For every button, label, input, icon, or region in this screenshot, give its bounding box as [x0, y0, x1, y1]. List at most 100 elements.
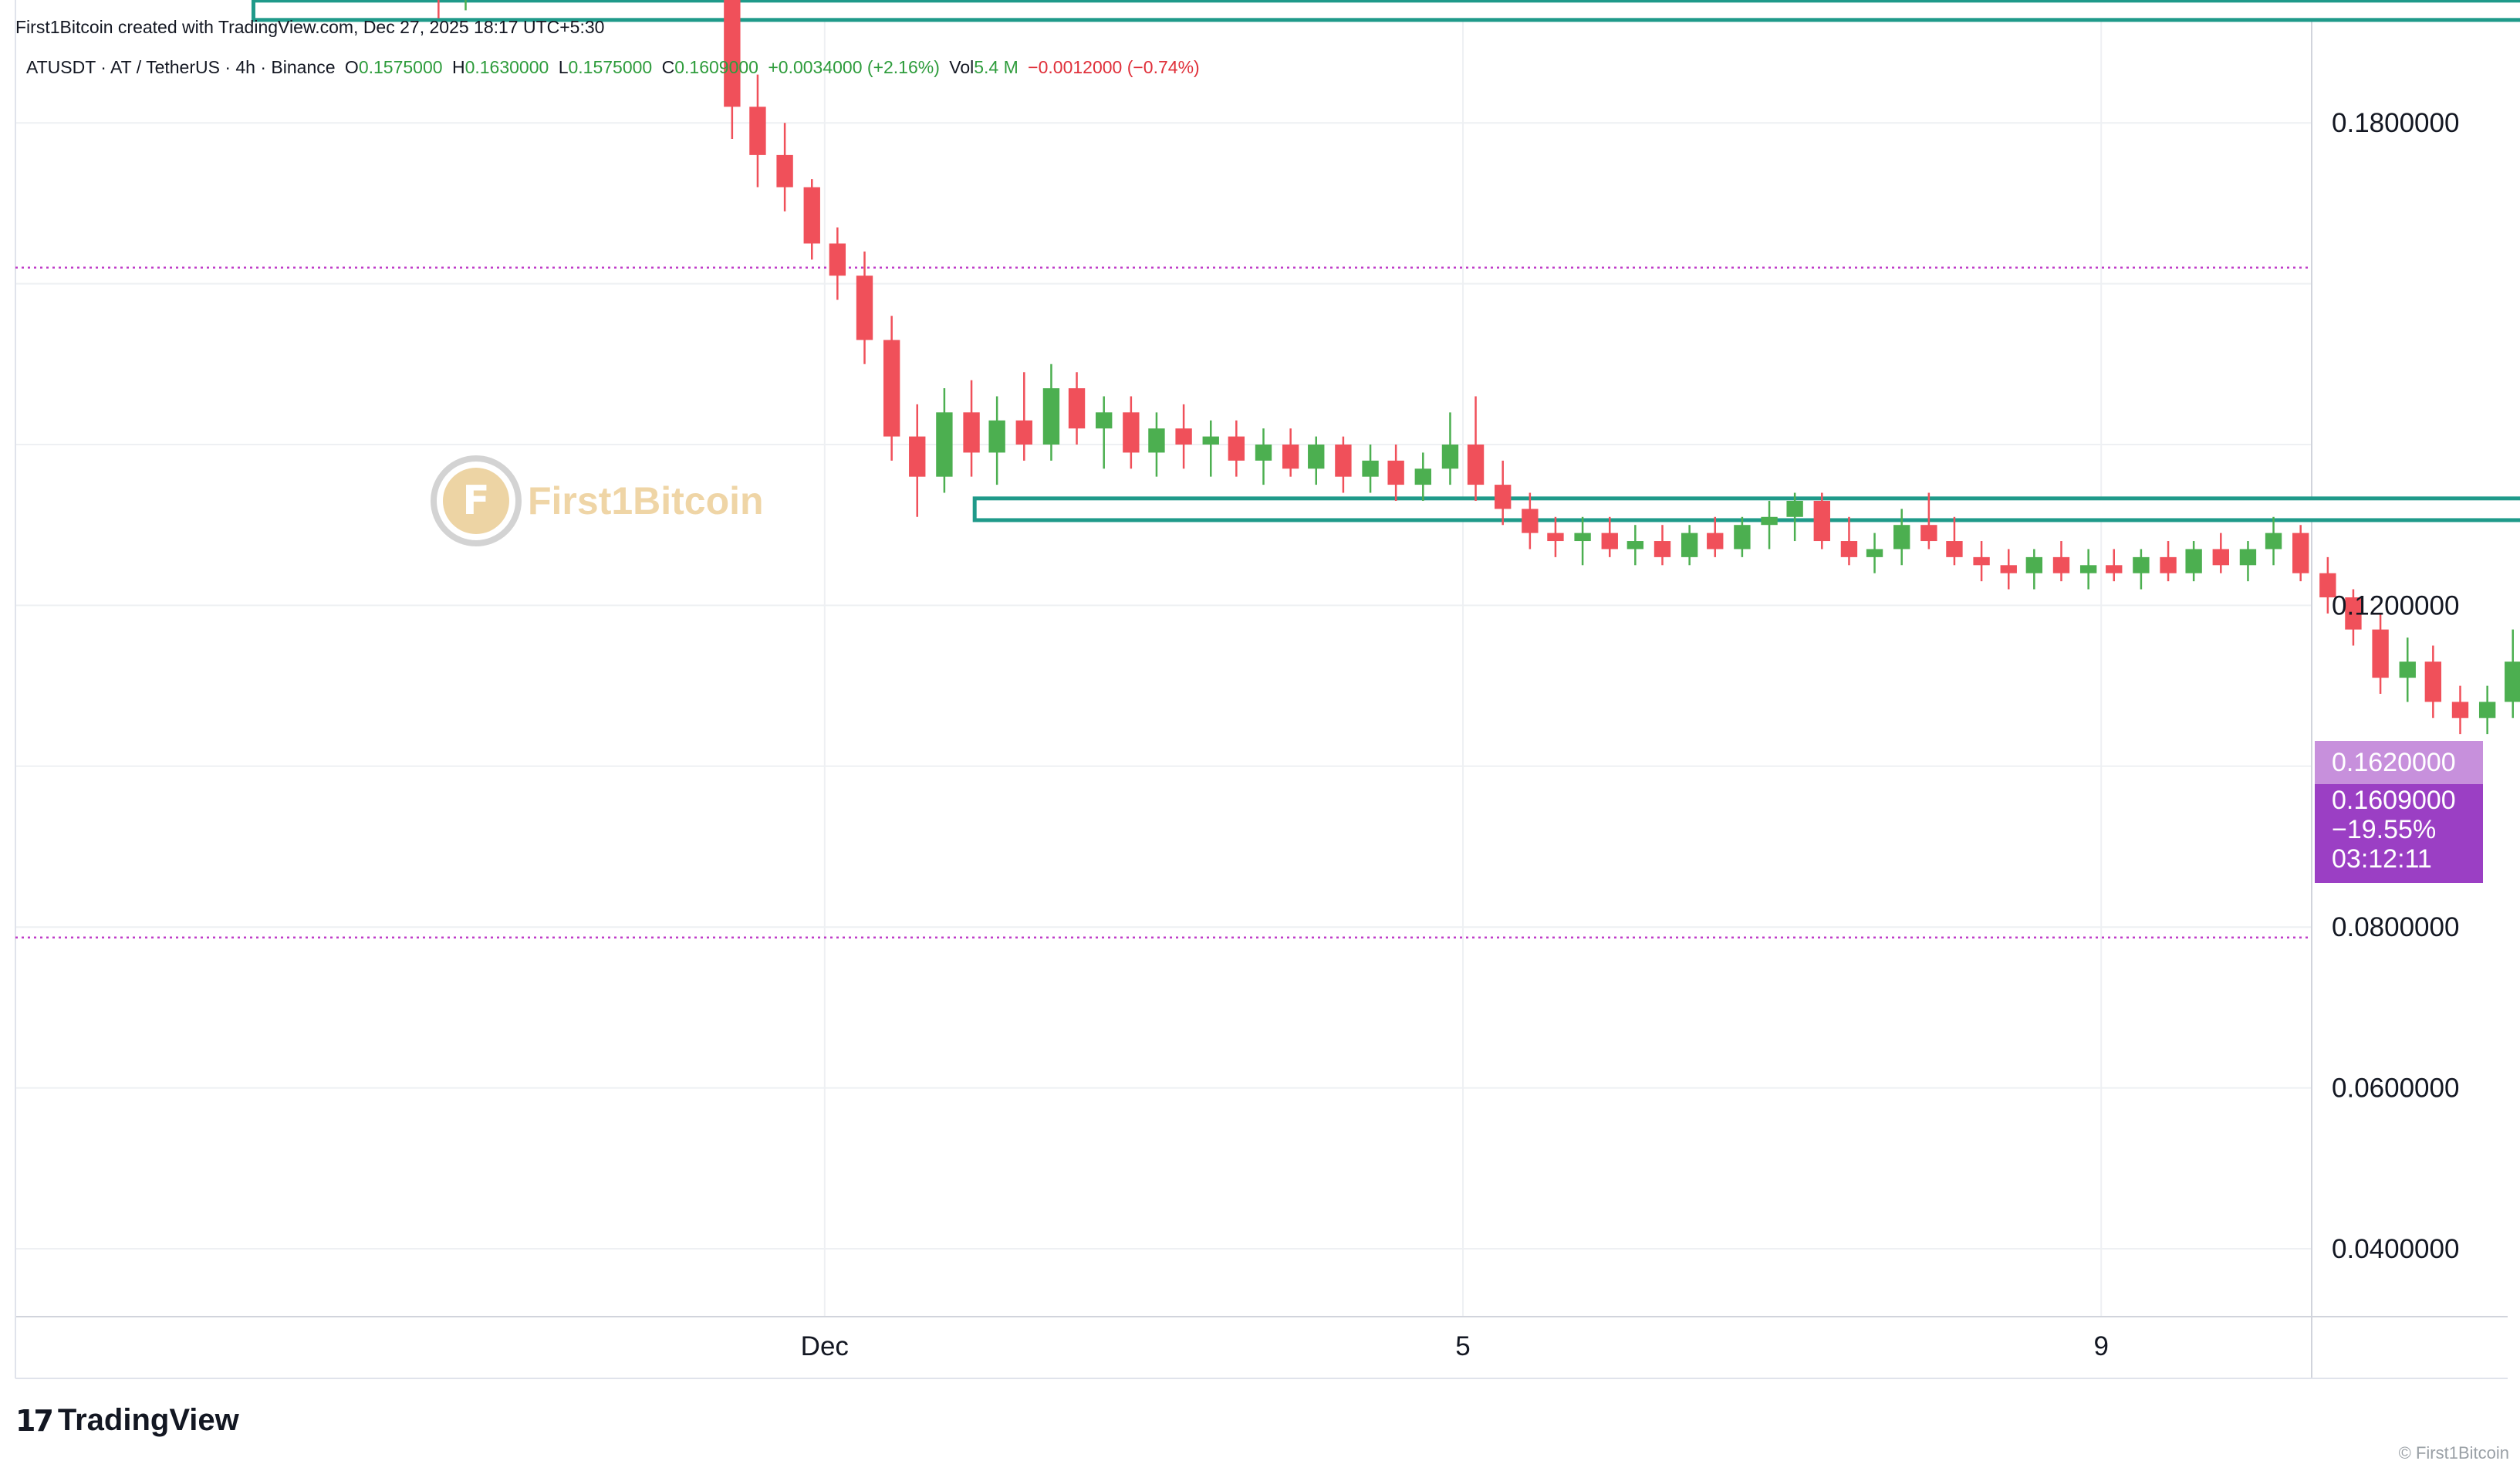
- candle-body: [2424, 661, 2442, 702]
- candle-down: [1015, 372, 1032, 461]
- candle-up: [1574, 516, 1591, 566]
- candle-down: [2345, 589, 2362, 646]
- candle-down: [776, 123, 793, 211]
- candle-body: [1866, 549, 1883, 557]
- candle-down: [1123, 396, 1140, 469]
- close-value: 0.1609000: [674, 57, 758, 77]
- candle-up: [1761, 500, 1778, 550]
- candle-up: [1362, 445, 1379, 493]
- candle-body: [2185, 549, 2202, 573]
- candle-body: [1946, 541, 1963, 557]
- ohlc-legend: ATUSDT · AT / TetherUS · 4h · Binance O0…: [26, 57, 1204, 78]
- last-price-tag: 0.1609000 −19.55% 03:12:11: [2315, 784, 2483, 883]
- candle-body: [2133, 556, 2150, 573]
- y-tick-label: 0.1200000: [2332, 590, 2459, 621]
- high-value: 0.1630000: [464, 57, 549, 77]
- candle-body: [1175, 428, 1192, 445]
- candle-down: [1175, 404, 1192, 469]
- candle-body: [1786, 500, 1803, 517]
- horizontal-lines: [15, 266, 2312, 938]
- candle-down: [749, 74, 766, 188]
- line-price-tag: 0.1620000: [2315, 741, 2483, 784]
- candle-body: [2345, 597, 2362, 630]
- candle-body: [1015, 420, 1032, 445]
- candle-body: [2372, 629, 2389, 678]
- candle-down: [1068, 372, 1086, 445]
- y-tick-label: 0.1800000: [2332, 108, 2459, 138]
- candle-body: [803, 187, 820, 244]
- candle-body: [1601, 533, 1618, 550]
- candle-body: [1123, 412, 1140, 453]
- candle-down: [1946, 516, 1963, 566]
- candle-body: [2079, 565, 2097, 573]
- candle-body: [988, 420, 1005, 453]
- candle-body: [1414, 468, 1431, 485]
- low-value: 0.1575000: [568, 57, 653, 77]
- candle-down: [1707, 516, 1724, 557]
- candle-down: [1228, 420, 1245, 477]
- candle-down: [1335, 436, 1352, 493]
- close-label: C0.1609000: [661, 57, 758, 77]
- candles: [437, 0, 2520, 735]
- candle-down: [1654, 525, 1671, 566]
- candle-down: [1813, 492, 1830, 550]
- symbol-label[interactable]: ATUSDT · AT / TetherUS · 4h · Binance: [26, 57, 336, 77]
- candle-body: [2052, 556, 2070, 573]
- candle-body: [2478, 702, 2496, 719]
- chart-attribution: First1Bitcoin created with TradingView.c…: [15, 17, 605, 37]
- x-tick-label: 5: [1455, 1331, 1470, 1361]
- candle-up: [2025, 549, 2043, 590]
- last-price-value: 0.1609000: [2332, 786, 2456, 815]
- candle-up: [1681, 525, 1698, 566]
- candle-body: [883, 340, 900, 437]
- grid: [15, 0, 2312, 1317]
- candle-body: [1282, 445, 1299, 469]
- candle-down: [2160, 541, 2177, 582]
- price-zone-rect: [972, 496, 2520, 522]
- candle-up: [2185, 541, 2202, 582]
- tradingview-logo-icon: 17: [15, 1403, 54, 1438]
- candle-up: [1786, 492, 1803, 542]
- candle-up: [1734, 516, 1751, 557]
- candle-up: [2079, 549, 2097, 590]
- candle-down: [2292, 525, 2309, 582]
- volume-value: 5.4 M: [974, 57, 1018, 77]
- candle-up: [2399, 637, 2416, 702]
- candle-body: [2451, 702, 2469, 719]
- candle-body: [1681, 533, 1698, 557]
- candle-down: [2319, 556, 2336, 614]
- candle-body: [1387, 460, 1404, 485]
- candle-up: [1627, 525, 1644, 566]
- candle-up: [936, 388, 953, 493]
- candle-up: [2239, 541, 2257, 582]
- tradingview-brand: TradingView: [57, 1403, 239, 1437]
- candle-countdown: 03:12:11: [2332, 844, 2432, 874]
- candle-body: [1495, 485, 1512, 509]
- last-price-change: −19.55%: [2332, 815, 2437, 844]
- candle-body: [1893, 525, 1910, 550]
- candle-down: [803, 179, 820, 260]
- candle-down: [909, 404, 926, 517]
- candle-down: [2451, 685, 2469, 735]
- candle-body: [856, 276, 873, 340]
- y-axis-labels: 0.34000000.32000000.30000000.28000000.26…: [2332, 108, 2459, 1264]
- watermark-text: First1Bitcoin: [528, 479, 764, 522]
- candle-body: [749, 107, 766, 155]
- volume-label: Vol5.4 M: [949, 57, 1018, 77]
- candle-body: [2292, 533, 2309, 573]
- candle-body: [829, 243, 846, 276]
- candle-down: [1973, 541, 1990, 582]
- candle-up: [2133, 549, 2150, 590]
- candle-down: [2372, 613, 2389, 695]
- price-zone-rect: [251, 0, 2520, 22]
- tradingview-logo[interactable]: 17 TradingView: [15, 1403, 239, 1438]
- candle-up: [1308, 436, 1325, 485]
- candle-down: [1547, 516, 1564, 557]
- candle-body: [1467, 445, 1485, 485]
- candle-down: [963, 380, 980, 477]
- watermark-coin-icon: F: [431, 455, 522, 546]
- candle-down: [1387, 445, 1404, 501]
- candle-body: [1308, 445, 1325, 469]
- x-tick-label: 9: [2093, 1331, 2108, 1361]
